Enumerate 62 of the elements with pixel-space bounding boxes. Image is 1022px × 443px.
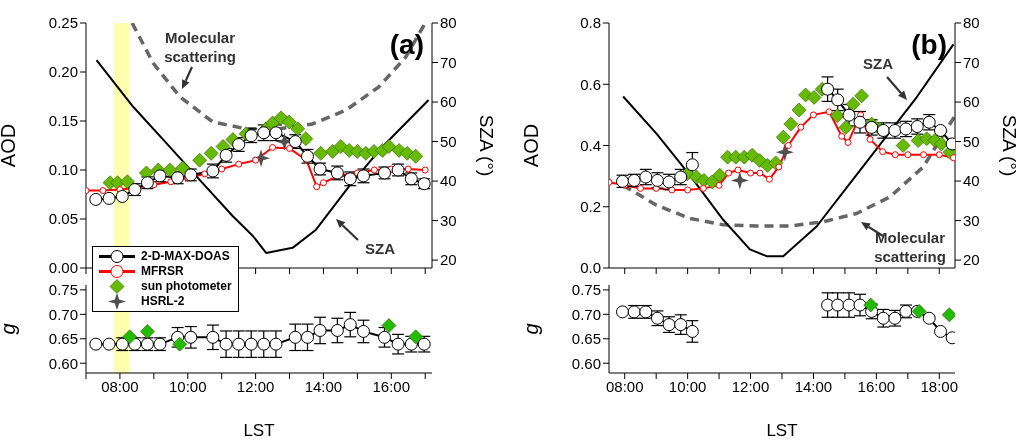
y-axis-title: AOD (520, 123, 543, 168)
y-axis-title: AOD (0, 123, 20, 168)
x-tick-label: 08:00 (605, 377, 644, 395)
annotation: Molecular scattering (164, 28, 236, 64)
y-tick-label: 0.8 (580, 14, 601, 32)
y-tick-label: 0.70 (48, 305, 78, 323)
x-tick-label: 14:00 (794, 377, 833, 395)
y-tick-label: 0.10 (48, 161, 78, 179)
legend-label: MFRSR (141, 264, 184, 279)
y-axis-title: g (0, 323, 20, 335)
y2-tick-label: 70 (963, 53, 980, 71)
x-tick-label: 18:00 (920, 377, 959, 395)
annotation: Molecular scattering (874, 228, 946, 264)
y-tick-label: 0.75 (571, 281, 601, 299)
y-tick-label: 0.00 (48, 259, 78, 277)
y-tick-label: 0.20 (48, 63, 78, 81)
y2-tick-label: 50 (963, 132, 980, 150)
legend-label: HSRL-2 (141, 294, 185, 309)
y-axis-title: g (520, 323, 543, 335)
x-tick-label: 10:00 (168, 377, 207, 395)
x-axis-title: LST (243, 421, 275, 440)
x-tick-label: 14:00 (304, 377, 343, 395)
y-tick-label: 0.65 (571, 330, 601, 348)
legend-label: sun photometer (141, 279, 232, 294)
x-axis-title: LST (766, 421, 798, 440)
annotation: SZA (365, 239, 396, 257)
y2-tick-label: 30 (963, 211, 980, 229)
annotation: (b) (911, 29, 947, 61)
y2-axis-title: SZA (°) (475, 114, 497, 177)
y-tick-label: 0.05 (48, 210, 78, 228)
y2-tick-label: 60 (963, 93, 980, 111)
x-tick-label: 08:00 (101, 377, 139, 395)
y2-tick-label: 60 (440, 93, 457, 111)
x-tick-label: 10:00 (668, 377, 707, 395)
y-tick-label: 0.75 (48, 281, 78, 299)
y-tick-label: 0.60 (48, 354, 78, 372)
y2-tick-label: 40 (440, 172, 457, 190)
y-tick-label: 0.60 (571, 354, 601, 372)
legend-label: 2-D-MAX-DOAS (141, 249, 230, 264)
y2-tick-label: 30 (440, 211, 457, 229)
y-tick-label: 0.65 (48, 330, 78, 348)
y2-tick-label: 40 (963, 172, 980, 190)
y2-tick-label: 80 (440, 14, 457, 32)
y-tick-label: 0.0 (580, 259, 601, 277)
y2-tick-label: 20 (440, 251, 457, 269)
annotation: (a) (389, 29, 424, 61)
y2-axis-title: SZA (°) (998, 114, 1020, 177)
y-tick-label: 0.70 (571, 305, 601, 323)
x-tick-label: 12:00 (731, 377, 770, 395)
y-tick-label: 0.2 (580, 198, 601, 216)
y-tick-label: 0.15 (48, 112, 78, 130)
y2-tick-label: 50 (440, 132, 457, 150)
y-tick-label: 0.25 (48, 14, 78, 32)
y2-tick-label: 80 (963, 14, 980, 32)
x-tick-label: 16:00 (857, 377, 896, 395)
x-tick-label: 12:00 (236, 377, 275, 395)
y2-tick-label: 70 (440, 53, 457, 71)
y-tick-label: 0.6 (580, 75, 601, 93)
y-tick-label: 0.4 (580, 136, 601, 154)
x-tick-label: 16:00 (372, 377, 411, 395)
y2-tick-label: 20 (963, 251, 980, 269)
annotation: SZA (863, 54, 894, 72)
